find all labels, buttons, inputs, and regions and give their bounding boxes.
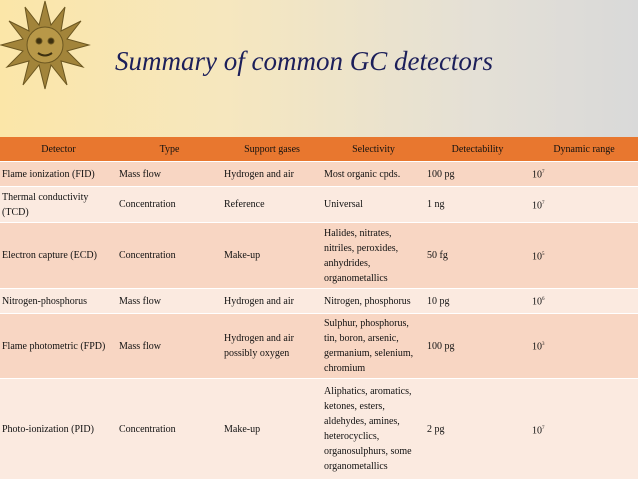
range-base: 10 [532, 200, 542, 212]
table-cell: Hydrogen and air [222, 161, 322, 187]
table-cell: 10 pg [425, 288, 530, 314]
range-base: 10 [532, 296, 542, 308]
table-cell: Flame photometric (FPD) [0, 313, 117, 379]
table-cell: Hydrogen and air [222, 288, 322, 314]
table-cell: 107 [530, 378, 638, 479]
table-row: Electron capture (ECD) Concentration Make-… [0, 222, 638, 289]
table-cell: Mass flow [117, 288, 222, 314]
header-cell: Detectability [425, 137, 530, 162]
range-exponent: 5 [542, 251, 545, 257]
header-cell: Dynamic range [530, 137, 638, 162]
header-cell: Support gases [222, 137, 322, 162]
table-row: Flame ionization (FID) Mass flow Hydrogen … [0, 161, 638, 187]
table-cell: Concentration [117, 186, 222, 223]
table-row: Photo-ionization (PID) Concentration Make-… [0, 378, 638, 479]
table-cell: Make-up [222, 378, 322, 479]
range-base: 10 [532, 251, 542, 263]
header-cell: Type [117, 137, 222, 162]
table-row: Thermal conductivity (TCD) Concentration R… [0, 186, 638, 223]
table-cell: 2 pg [425, 378, 530, 479]
table-cell: Hydrogen and air possibly oxygen [222, 313, 322, 379]
range-base: 10 [532, 424, 542, 436]
table-cell: Electron capture (ECD) [0, 222, 117, 289]
table-cell: 1 ng [425, 186, 530, 223]
table-row: Flame photometric (FPD) Mass flow Hydrogen… [0, 313, 638, 379]
table-cell: 103 [530, 313, 638, 379]
range-exponent: 3 [542, 342, 545, 348]
table-cell: Make-up [222, 222, 322, 289]
table-cell: Photo-ionization (PID) [0, 378, 117, 479]
table-cell: Nitrogen-phosphorus [0, 288, 117, 314]
table-cell: Nitrogen, phosphorus [322, 288, 425, 314]
slide-title: Summary of common GC detectors [115, 46, 493, 76]
range-exponent: 7 [542, 425, 545, 431]
table-cell: Sulphur, phosphorus, tin, boron, arsenic… [322, 313, 425, 379]
table-cell: Most organic cpds. [322, 161, 425, 187]
table-cell: Flame ionization (FID) [0, 161, 117, 187]
table-cell: Mass flow [117, 313, 222, 379]
table-cell: 100 pg [425, 161, 530, 187]
header-cell: Selectivity [322, 137, 425, 162]
table-cell: Halides, nitrates, nitriles, peroxides, … [322, 222, 425, 289]
range-base: 10 [532, 169, 542, 181]
range-base: 10 [532, 341, 542, 353]
table-cell: 107 [530, 161, 638, 187]
range-exponent: 7 [542, 200, 545, 206]
sun-icon [0, 0, 91, 90]
table-cell: 50 fg [425, 222, 530, 289]
range-exponent: 6 [542, 297, 545, 303]
table-row: Nitrogen-phosphorus Mass flow Hydrogen and… [0, 288, 638, 314]
table-cell: Concentration [117, 222, 222, 289]
table-cell: 100 pg [425, 313, 530, 379]
header-cell: Detector [0, 137, 117, 162]
table-cell: 107 [530, 186, 638, 223]
range-exponent: 7 [542, 170, 545, 176]
table-cell: Aliphatics, aromatics, ketones, esters, … [322, 378, 425, 479]
table-cell: Reference [222, 186, 322, 223]
table-cell: 106 [530, 288, 638, 314]
table-cell: Mass flow [117, 161, 222, 187]
table-cell: Thermal conductivity (TCD) [0, 186, 117, 223]
table-cell: Concentration [117, 378, 222, 479]
table-cell: Universal [322, 186, 425, 223]
detector-table: Detector Type Support gases Selectivity Dete… [0, 137, 638, 479]
header-row: Detector Type Support gases Selectivity Dete… [0, 137, 638, 162]
table-cell: 105 [530, 222, 638, 289]
